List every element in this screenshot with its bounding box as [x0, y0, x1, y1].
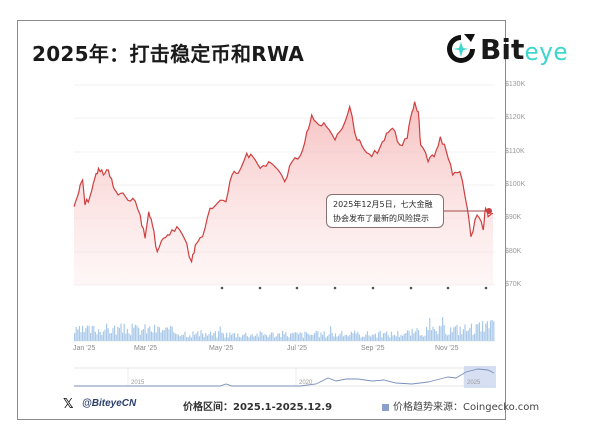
volume-bars	[74, 317, 495, 341]
logo-text-bit: Bit	[480, 32, 525, 66]
source-text: 价格趋势来源：Coingecko.com	[393, 402, 540, 413]
x-tick-jan: Jan '25	[73, 345, 96, 352]
x-tick-sep: Sep '25	[361, 345, 385, 352]
biteye-logo: Bit eye	[444, 31, 568, 67]
y-tick-100k: $100K	[505, 181, 526, 188]
x-logo-icon[interactable]: 𝕏	[63, 396, 74, 411]
chart-icon	[382, 403, 389, 411]
logo-text-eye: eye	[524, 37, 568, 66]
y-tick-120k: $120K	[505, 114, 526, 121]
event-markers	[220, 286, 488, 290]
y-tick-90k: $90K	[505, 214, 522, 221]
callout-line-1: 2025年12月5日，七大金融	[333, 200, 433, 209]
price-range-label: 价格区间：2025.1-2025.12.9	[183, 402, 333, 413]
navigator-range-selector[interactable]	[464, 366, 496, 388]
x-tick-jul: Jul '25	[287, 345, 308, 352]
navigator-tick-2025: 2025	[467, 380, 481, 386]
x-tick-nov: Nov '25	[435, 345, 459, 352]
navigator-tick-2015: 2015	[131, 380, 145, 386]
navigator[interactable]	[74, 366, 496, 388]
annotation-point[interactable]	[486, 208, 492, 214]
annotation-callout: 2025年12月5日，七大金融 协会发布了最新的风险提示	[326, 194, 444, 228]
price-area-fill	[74, 101, 493, 285]
y-tick-130k: $130K	[505, 81, 526, 88]
x-tick-may: May '25	[209, 345, 234, 352]
source-label: 价格趋势来源：Coingecko.com	[382, 398, 539, 413]
y-tick-110k: $110K	[505, 148, 525, 155]
callout-line-2: 协会发布了最新的风险提示	[333, 214, 429, 223]
price-line	[73, 101, 494, 264]
y-tick-70k: $70K	[505, 281, 522, 288]
twitter-handle[interactable]: @BiteyeCN	[82, 398, 137, 409]
navigator-tick-2020: 2020	[299, 380, 313, 386]
biteye-eye-icon	[447, 34, 475, 63]
y-tick-80k: $80K	[505, 248, 522, 255]
x-tick-mar: Mar '25	[134, 345, 158, 352]
page-title: 2025年：打击稳定币和RWA	[32, 42, 305, 66]
